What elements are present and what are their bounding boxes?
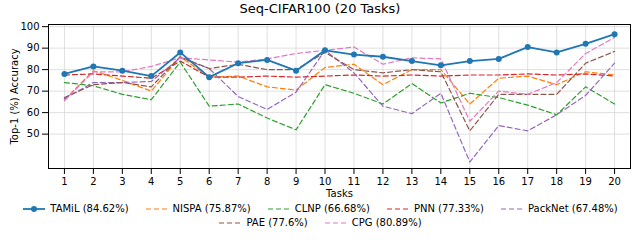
svg-text:90: 90 bbox=[27, 42, 40, 53]
svg-text:15: 15 bbox=[463, 176, 476, 187]
svg-text:14: 14 bbox=[434, 176, 447, 187]
html-text:Seq-CIFAR100 (20 Tasks): Seq-CIFAR100 (20 Tasks) bbox=[239, 1, 401, 16]
svg-text:19: 19 bbox=[579, 176, 592, 187]
svg-text:70: 70 bbox=[27, 85, 40, 96]
svg-text:11: 11 bbox=[348, 176, 361, 187]
svg-text:4: 4 bbox=[148, 176, 154, 187]
svg-text:18: 18 bbox=[550, 176, 563, 187]
svg-text:10: 10 bbox=[319, 176, 332, 187]
svg-text:60: 60 bbox=[27, 107, 40, 118]
svg-text:50: 50 bbox=[27, 128, 40, 139]
svg-text:13: 13 bbox=[406, 176, 419, 187]
svg-text:Top-1 (%) Accuracy: Top-1 (%) Accuracy bbox=[9, 48, 20, 145]
html-text:TAMiL (84.62%): TAMiL (84.62%) bbox=[50, 203, 129, 214]
svg-text:100: 100 bbox=[20, 21, 39, 32]
html-text:CPG (80.89%): CPG (80.89%) bbox=[351, 217, 422, 228]
svg-text:16: 16 bbox=[492, 176, 505, 187]
svg-text:1: 1 bbox=[61, 176, 67, 187]
html-text:NISPA (75.87%): NISPA (75.87%) bbox=[172, 203, 251, 214]
svg-text:5: 5 bbox=[177, 176, 183, 187]
svg-text:Tasks: Tasks bbox=[325, 188, 353, 199]
html-text:CLNP (66.68%): CLNP (66.68%) bbox=[294, 203, 370, 214]
svg-text:80: 80 bbox=[27, 64, 40, 75]
html-text:PAE (77.6%): PAE (77.6%) bbox=[246, 217, 308, 228]
html-text:PNN (77.33%): PNN (77.33%) bbox=[413, 203, 484, 214]
svg-text:20: 20 bbox=[608, 176, 621, 187]
svg-text:3: 3 bbox=[119, 176, 125, 187]
svg-text:8: 8 bbox=[264, 176, 270, 187]
svg-text:2: 2 bbox=[90, 176, 96, 187]
svg-text:12: 12 bbox=[377, 176, 390, 187]
svg-text:17: 17 bbox=[521, 176, 534, 187]
html-text:PackNet (67.48%): PackNet (67.48%) bbox=[528, 203, 618, 214]
svg-text:7: 7 bbox=[235, 176, 241, 187]
svg-text:6: 6 bbox=[206, 176, 212, 187]
svg-text:9: 9 bbox=[293, 176, 299, 187]
